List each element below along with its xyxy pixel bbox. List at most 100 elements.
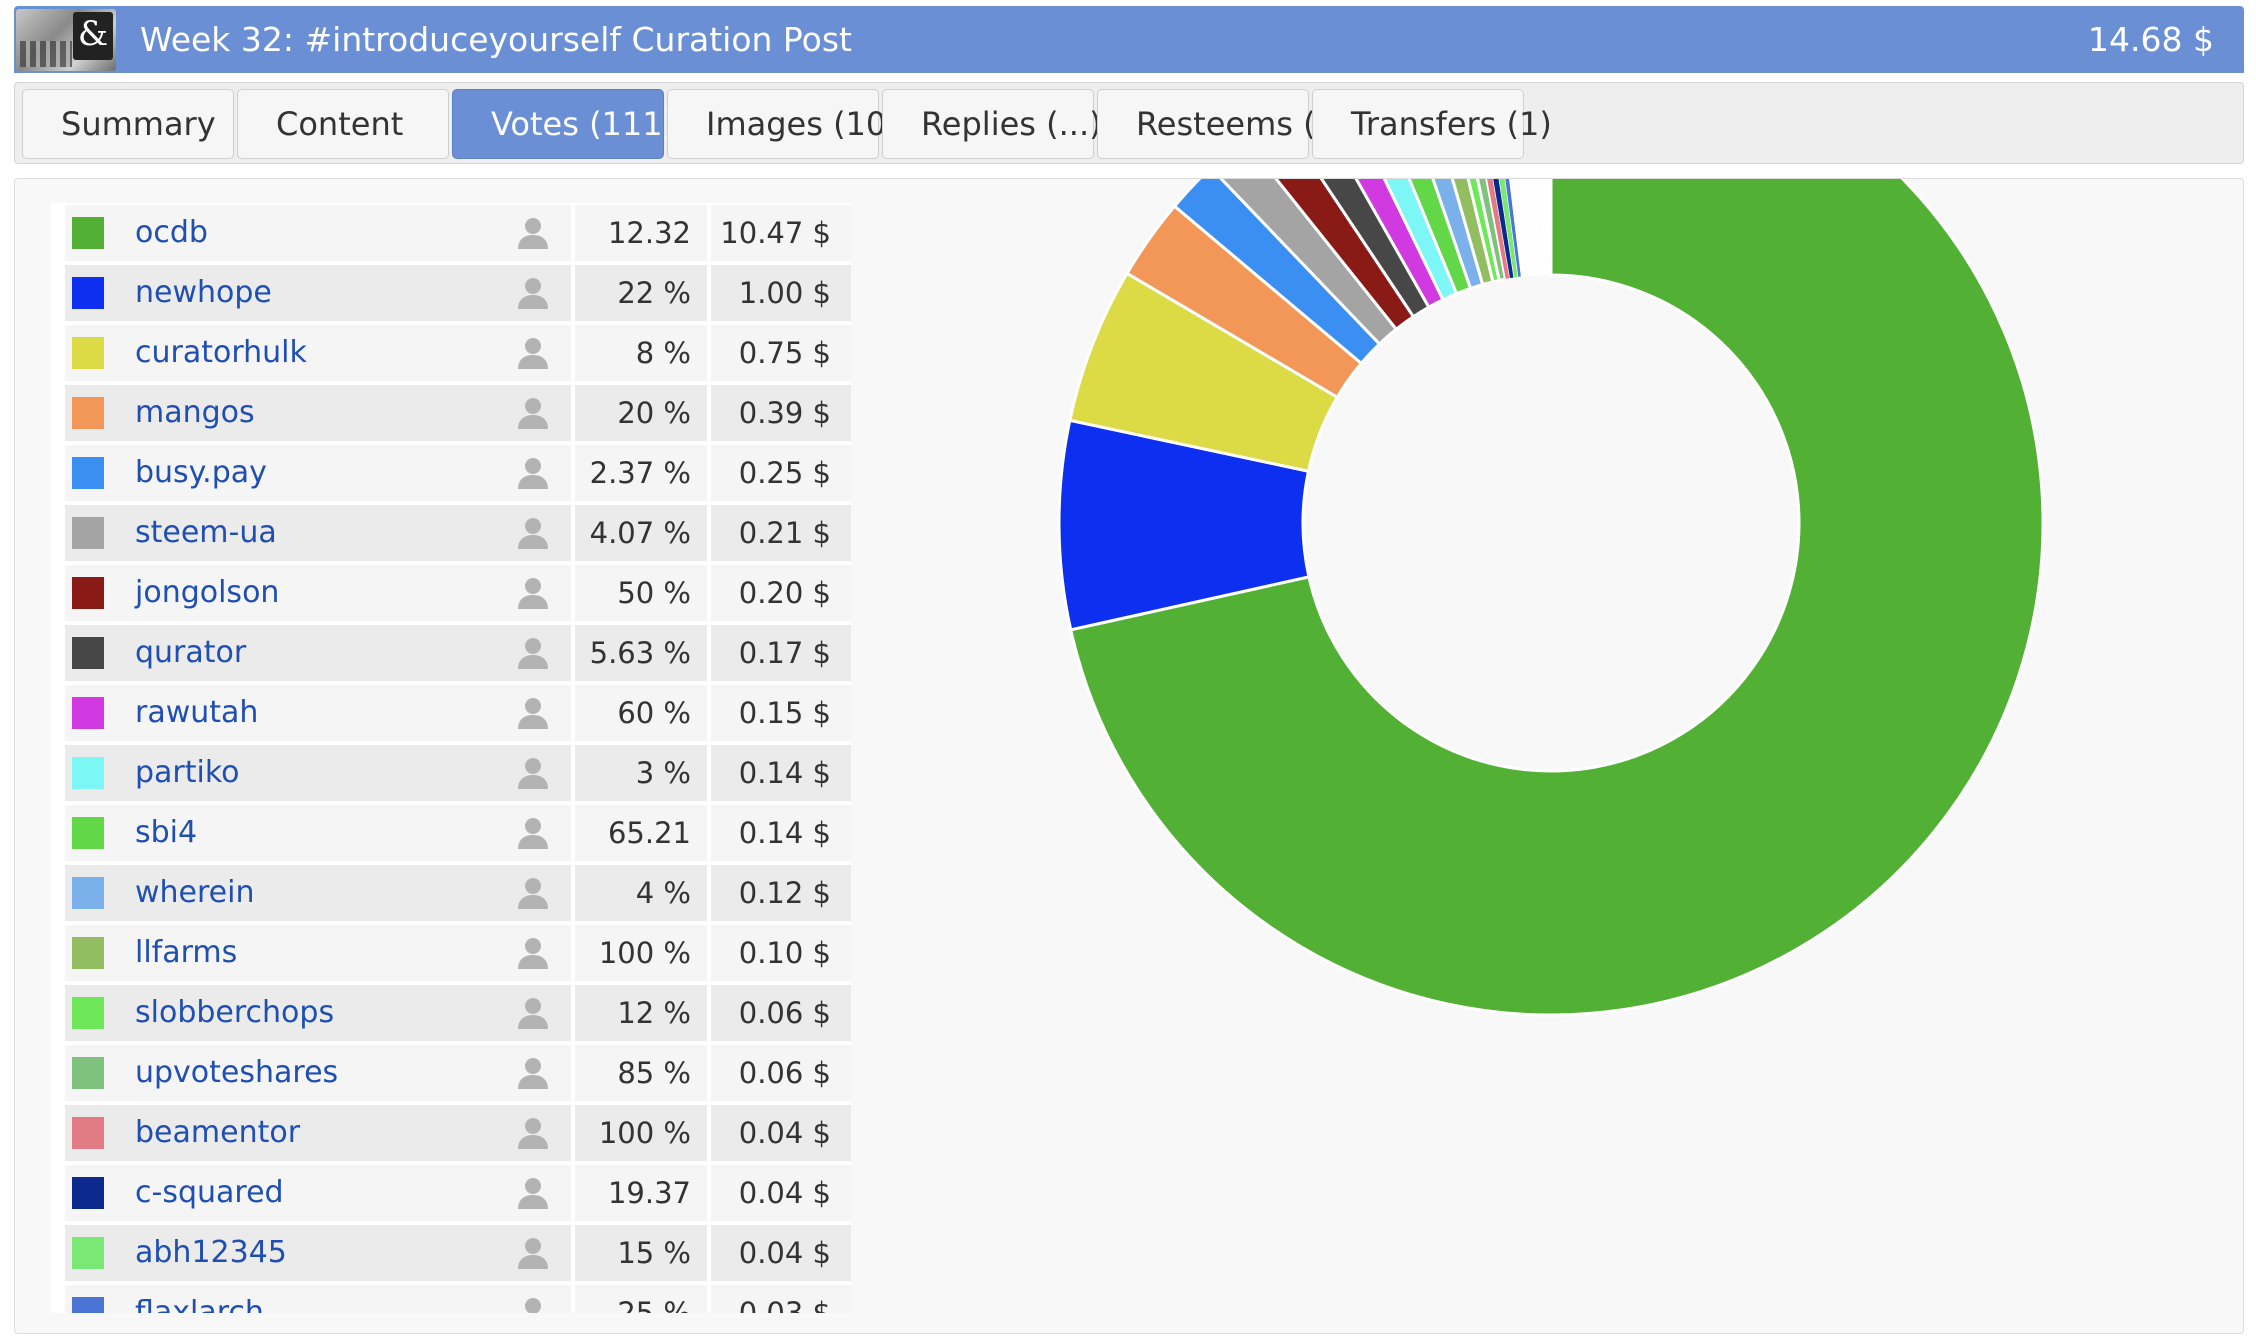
- vote-value: 0.04 $: [707, 1165, 851, 1221]
- user-icon[interactable]: [515, 1055, 551, 1091]
- user-icon[interactable]: [515, 275, 551, 311]
- voter-link[interactable]: beamentor: [135, 1115, 301, 1150]
- vote-row: abh12345 15 % 0.04 $: [65, 1225, 851, 1285]
- voter-link[interactable]: llfarms: [135, 935, 238, 970]
- voter-link[interactable]: qurator: [135, 635, 247, 670]
- user-icon[interactable]: [515, 215, 551, 251]
- voter-link[interactable]: flaxlarch: [135, 1295, 264, 1313]
- site-logo[interactable]: &: [16, 9, 116, 71]
- color-swatch: [72, 637, 104, 669]
- voter-link[interactable]: wherein: [135, 875, 255, 910]
- user-icon[interactable]: [515, 335, 551, 371]
- voter-link[interactable]: busy.pay: [135, 455, 267, 490]
- tab-resteems[interactable]: Resteems (1): [1097, 89, 1348, 159]
- vote-value: 0.20 $: [707, 565, 851, 621]
- color-swatch: [72, 757, 104, 789]
- vote-value: 0.21 $: [707, 505, 851, 561]
- vote-value: 0.04 $: [707, 1225, 851, 1281]
- voter-link[interactable]: slobberchops: [135, 995, 335, 1030]
- vote-percent: 50 %: [571, 565, 707, 621]
- voter-link[interactable]: c-squared: [135, 1175, 284, 1210]
- vote-percent: 4.07 %: [571, 505, 707, 561]
- user-icon[interactable]: [515, 935, 551, 971]
- tab-replies[interactable]: Replies (...): [882, 89, 1102, 159]
- vote-value: 0.10 $: [707, 925, 851, 981]
- color-swatch: [72, 277, 104, 309]
- voter-link[interactable]: abh12345: [135, 1235, 287, 1270]
- voter-link[interactable]: ocdb: [135, 215, 208, 250]
- user-icon[interactable]: [515, 455, 551, 491]
- user-icon[interactable]: [515, 815, 551, 851]
- tab-votes[interactable]: Votes (111): [452, 89, 675, 159]
- vote-row: flaxlarch 25 % 0.03 $: [65, 1285, 851, 1313]
- user-icon[interactable]: [515, 1295, 551, 1313]
- vote-percent: 5.63 %: [571, 625, 707, 681]
- vote-value: 0.04 $: [707, 1105, 851, 1161]
- vote-percent: 100 %: [571, 1105, 707, 1161]
- voter-link[interactable]: mangos: [135, 395, 255, 430]
- tab-content[interactable]: Content: [237, 89, 449, 159]
- vote-row: beamentor 100 % 0.04 $: [65, 1105, 851, 1165]
- user-icon[interactable]: [515, 1115, 551, 1151]
- vote-percent: 20 %: [571, 385, 707, 441]
- voter-link[interactable]: steem-ua: [135, 515, 277, 550]
- vote-percent: 12 %: [571, 985, 707, 1041]
- user-icon[interactable]: [515, 395, 551, 431]
- vote-value: 0.25 $: [707, 445, 851, 501]
- tab-images[interactable]: Images (10): [667, 89, 899, 159]
- voter-link[interactable]: upvoteshares: [135, 1055, 339, 1090]
- color-swatch: [72, 217, 104, 249]
- user-icon[interactable]: [515, 995, 551, 1031]
- vote-value: 10.47 $: [707, 205, 851, 261]
- user-icon[interactable]: [515, 1235, 551, 1271]
- user-icon[interactable]: [515, 695, 551, 731]
- voter-link[interactable]: jongolson: [135, 575, 280, 610]
- donut-slice-ocdb[interactable]: [1068, 179, 2045, 1017]
- color-swatch: [72, 517, 104, 549]
- vote-row: partiko 3 % 0.14 $: [65, 745, 851, 805]
- voter-link[interactable]: newhope: [135, 275, 272, 310]
- color-swatch: [72, 1117, 104, 1149]
- user-icon[interactable]: [515, 1175, 551, 1211]
- color-swatch: [72, 937, 104, 969]
- user-icon[interactable]: [515, 515, 551, 551]
- vote-value: 0.14 $: [707, 745, 851, 801]
- tab-transfers[interactable]: Transfers (1): [1312, 89, 1552, 159]
- vote-percent: 22 %: [571, 265, 707, 321]
- vote-row: mangos 20 % 0.39 $: [65, 385, 851, 445]
- user-icon[interactable]: [515, 575, 551, 611]
- title-bar: & Week 32: #introduceyourself Curation P…: [14, 6, 2244, 73]
- voter-link[interactable]: sbi4: [135, 815, 198, 850]
- user-icon[interactable]: [515, 635, 551, 671]
- user-icon[interactable]: [515, 755, 551, 791]
- vote-percent: 60 %: [571, 685, 707, 741]
- vote-row: rawutah 60 % 0.15 $: [65, 685, 851, 745]
- color-swatch: [72, 817, 104, 849]
- color-swatch: [72, 397, 104, 429]
- logo-skyline: [20, 41, 72, 67]
- vote-row: curatorhulk 8 % 0.75 $: [65, 325, 851, 385]
- voter-link[interactable]: rawutah: [135, 695, 259, 730]
- post-payout: 14.68 $: [2088, 20, 2214, 59]
- voter-link[interactable]: partiko: [135, 755, 240, 790]
- vote-row: jongolson 50 % 0.20 $: [65, 565, 851, 625]
- ampersand-logo-mark: &: [73, 12, 113, 60]
- donut-slice-other-voter[interactable]: [1550, 179, 1552, 276]
- vote-value: 0.06 $: [707, 985, 851, 1041]
- color-swatch: [72, 1237, 104, 1269]
- color-swatch: [72, 697, 104, 729]
- color-swatch: [72, 1057, 104, 1089]
- color-swatch: [72, 997, 104, 1029]
- tab-bar: Summary Content Votes (111) Images (10) …: [14, 82, 2244, 164]
- tab-summary[interactable]: Summary: [22, 89, 234, 159]
- vote-row: qurator 5.63 % 0.17 $: [65, 625, 851, 685]
- vote-percent: 85 %: [571, 1045, 707, 1101]
- voter-link[interactable]: curatorhulk: [135, 335, 307, 370]
- vote-row: llfarms 100 % 0.10 $: [65, 925, 851, 985]
- vote-row: steem-ua 4.07 % 0.21 $: [65, 505, 851, 565]
- user-icon[interactable]: [515, 875, 551, 911]
- vote-value: 0.12 $: [707, 865, 851, 921]
